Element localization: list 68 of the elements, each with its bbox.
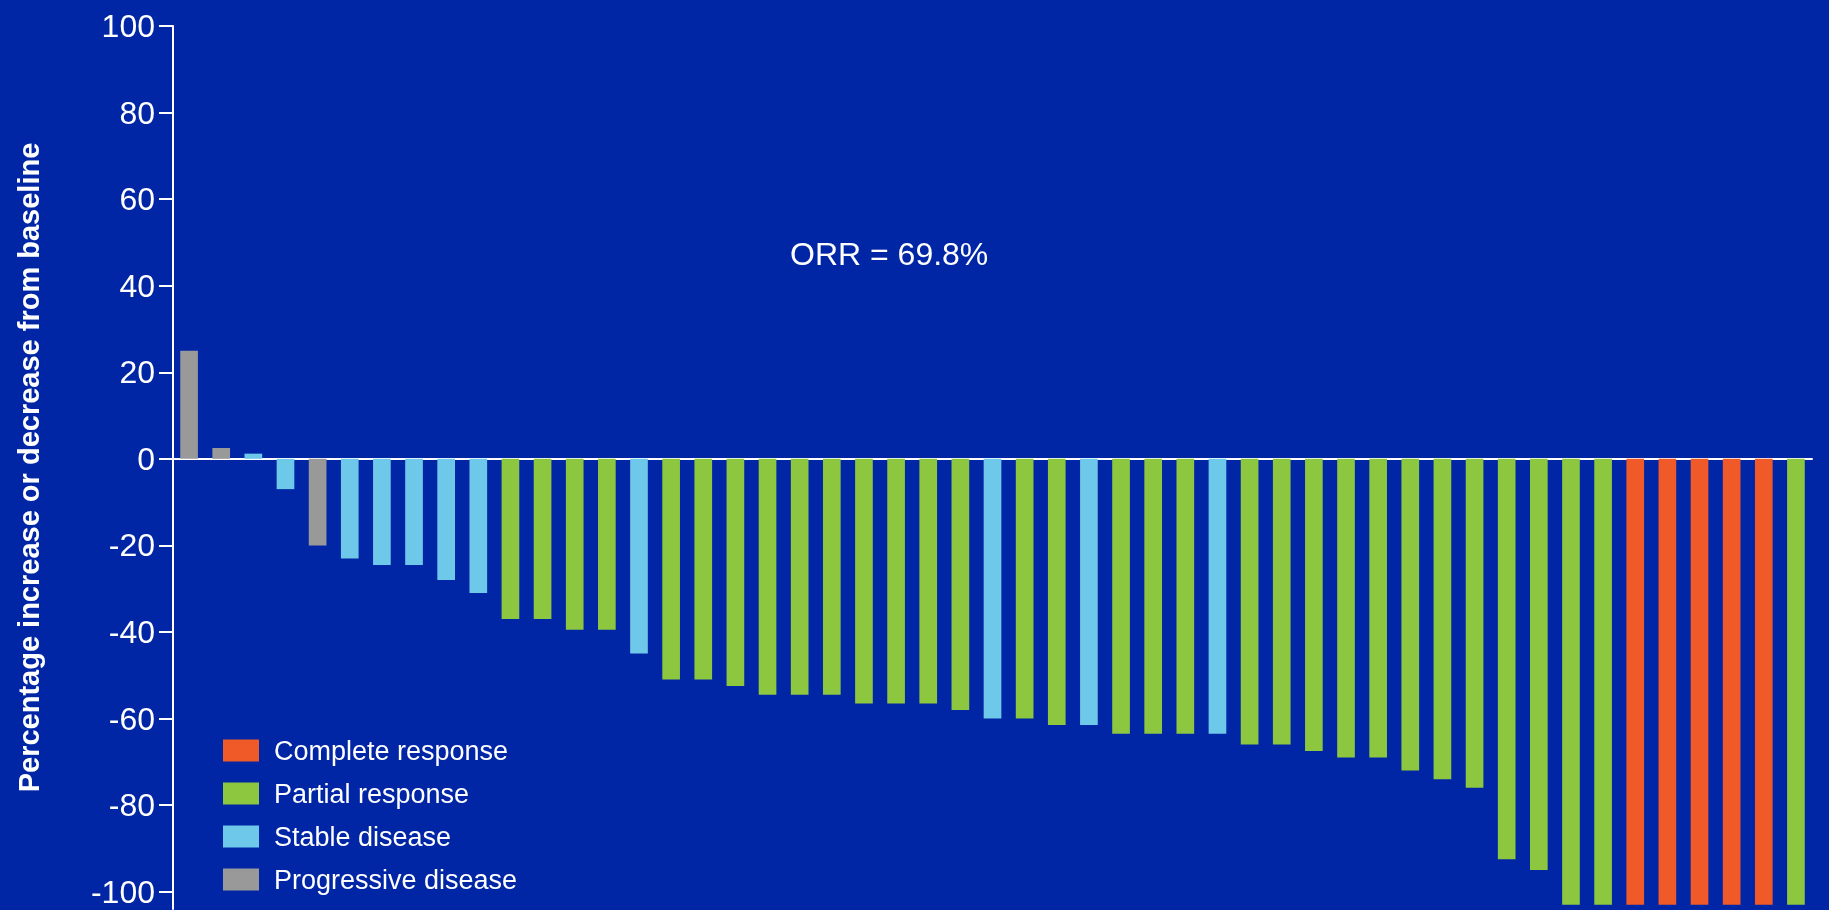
bar	[1465, 458, 1484, 788]
bar	[1787, 458, 1805, 905]
bar	[1594, 458, 1612, 905]
annotation: ORR = 69.8%	[790, 236, 989, 272]
y-tick-label: -20	[108, 527, 155, 564]
bar	[1240, 458, 1259, 745]
bar	[662, 458, 680, 680]
bar	[1176, 458, 1195, 734]
bar	[1562, 458, 1580, 905]
bar	[1754, 458, 1773, 905]
bar	[951, 458, 970, 710]
bar	[565, 458, 584, 630]
bar	[405, 458, 423, 565]
legend-label: Stable disease	[274, 821, 452, 852]
bar	[598, 458, 616, 630]
y-tick-label: -100	[90, 873, 155, 910]
bar	[983, 458, 1002, 719]
bar	[276, 458, 295, 490]
bar	[855, 458, 873, 704]
bar	[373, 458, 391, 565]
bar	[437, 458, 455, 581]
bar	[340, 458, 359, 559]
bar	[1272, 458, 1291, 745]
y-tick-label: -60	[108, 700, 155, 737]
y-tick-label: 100	[101, 8, 155, 44]
bar	[1208, 458, 1227, 734]
legend-label: Complete response	[274, 735, 509, 766]
bar	[308, 458, 327, 546]
bar	[1433, 458, 1452, 780]
bar	[1337, 458, 1355, 758]
bar	[212, 448, 231, 459]
bar	[1144, 458, 1163, 734]
bar	[1047, 458, 1066, 726]
bar	[694, 458, 713, 680]
bar	[1015, 458, 1034, 719]
y-axis-title: Percentage increase or decrease from baseline	[12, 142, 45, 793]
bar	[533, 458, 552, 619]
bar	[180, 350, 198, 459]
y-tick-label: 80	[119, 94, 155, 131]
bar	[887, 458, 905, 704]
bar	[244, 453, 263, 459]
legend-label: Progressive disease	[274, 864, 518, 895]
bar	[1626, 458, 1645, 905]
bar	[1690, 458, 1709, 905]
y-tick-label: 0	[137, 440, 155, 477]
y-tick-label: -80	[108, 787, 155, 824]
bar	[1369, 458, 1387, 758]
bar	[1080, 458, 1098, 726]
y-tick-label: 20	[119, 354, 155, 391]
bar	[501, 458, 520, 619]
y-tick-label: 60	[119, 181, 155, 218]
bar	[1722, 458, 1741, 905]
bar	[726, 458, 745, 687]
y-tick-label: 40	[119, 267, 155, 304]
bar	[822, 458, 841, 695]
bar	[1530, 458, 1548, 871]
bar	[1401, 458, 1420, 771]
bar	[758, 458, 777, 695]
bar	[919, 458, 938, 704]
y-tick-label: -40	[108, 613, 155, 650]
bar	[790, 458, 809, 695]
bar	[630, 458, 648, 654]
bar	[1112, 458, 1130, 734]
bar	[1305, 458, 1323, 752]
legend-label: Partial response	[274, 778, 470, 809]
bar	[1658, 458, 1677, 905]
bar	[1497, 458, 1516, 860]
bar	[469, 458, 488, 594]
